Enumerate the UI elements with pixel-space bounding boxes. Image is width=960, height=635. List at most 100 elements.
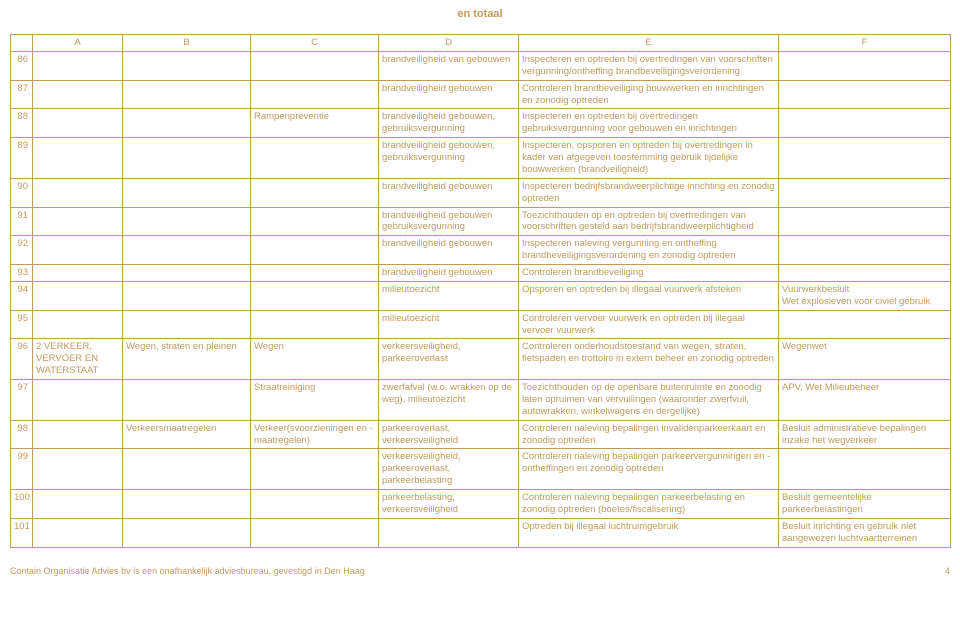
cell-a xyxy=(33,490,123,519)
cell-a xyxy=(33,420,123,449)
cell-c xyxy=(251,51,379,80)
row-number: 86 xyxy=(11,51,33,80)
footer-text: Contain Organisatie Advies bv is een ona… xyxy=(10,566,365,576)
cell-b xyxy=(123,51,251,80)
cell-e: Inspecteren en optreden bij overtredinge… xyxy=(519,109,779,138)
cell-d: verkeersveiligheid, parkeeroverlast xyxy=(379,339,519,380)
table-row: 86 brandveiligheid van gebouwenInspectere… xyxy=(11,51,951,80)
cell-e: Controleren naleving bepalingen parkeerb… xyxy=(519,490,779,519)
cell-e: Controleren onderhoudstoestand van wegen… xyxy=(519,339,779,380)
cell-f xyxy=(779,80,951,109)
cell-e: Controleren naleving bepalingen parkeerv… xyxy=(519,449,779,490)
row-number: 89 xyxy=(11,138,33,179)
cell-c xyxy=(251,80,379,109)
cell-a xyxy=(33,518,123,547)
table-body: 86brandveiligheid van gebouwenInspectere… xyxy=(11,51,951,547)
col-rownum xyxy=(11,35,33,52)
cell-e: Controleren brandbeveiliging xyxy=(519,265,779,282)
row-number: 100 xyxy=(11,490,33,519)
cell-d: brandveiligheid van gebouwen xyxy=(379,51,519,80)
cell-e: Inspecteren, opsporen en optreden bij ov… xyxy=(519,138,779,179)
cell-e: Toezichthouden op de openbare buitenruim… xyxy=(519,380,779,421)
cell-e: Inspecteren naleving vergunning en onthe… xyxy=(519,236,779,265)
cell-f xyxy=(779,449,951,490)
cell-b xyxy=(123,109,251,138)
row-number: 92 xyxy=(11,236,33,265)
row-number: 97 xyxy=(11,380,33,421)
cell-c xyxy=(251,138,379,179)
cell-c: Verkeer(svoorzieningen en -maatregelen) xyxy=(251,420,379,449)
page-number: 4 xyxy=(945,566,950,576)
cell-c xyxy=(251,207,379,236)
row-number: 95 xyxy=(11,310,33,339)
cell-c xyxy=(251,310,379,339)
cell-f xyxy=(779,51,951,80)
table-header: A B C D E F xyxy=(11,35,951,52)
cell-c xyxy=(251,449,379,490)
cell-c: Rampenpreventie xyxy=(251,109,379,138)
cell-b xyxy=(123,207,251,236)
cell-b xyxy=(123,80,251,109)
cell-d: brandveiligheid gebouwen, gebruiksvergun… xyxy=(379,109,519,138)
row-number: 96 xyxy=(11,339,33,380)
row-number: 88 xyxy=(11,109,33,138)
table-row: 93brandveiligheid gebouwenControleren br… xyxy=(11,265,951,282)
cell-d: brandveiligheid gebouwen, gebruiksvergun… xyxy=(379,138,519,179)
cell-b xyxy=(123,449,251,490)
cell-c: Wegen xyxy=(251,339,379,380)
table-row: 100parkeerbelasting, verkeersveiligheidC… xyxy=(11,490,951,519)
cell-d: brandveiligheid gebouwen xyxy=(379,178,519,207)
cell-b xyxy=(123,236,251,265)
cell-a xyxy=(33,281,123,310)
cell-f xyxy=(779,236,951,265)
table-row: 97 Straatreinigingzwerfafval (w.o. wrakke… xyxy=(11,380,951,421)
row-number: 90 xyxy=(11,178,33,207)
table-row: 99 verkeersveiligheid, parkeeroverlast, p… xyxy=(11,449,951,490)
table-row: 101Optreden bij illegaal luchtruimgebrui… xyxy=(11,518,951,547)
cell-f xyxy=(779,310,951,339)
cell-d: brandveiligheid gebouwen xyxy=(379,236,519,265)
col-f: F xyxy=(779,35,951,52)
cell-b xyxy=(123,490,251,519)
cell-b xyxy=(123,138,251,179)
row-number: 94 xyxy=(11,281,33,310)
data-table: A B C D E F 86 brandveiligheid van gebouw… xyxy=(10,34,951,548)
cell-a xyxy=(33,80,123,109)
page-footer: Contain Organisatie Advies bv is een ona… xyxy=(10,566,950,576)
cell-d: verkeersveiligheid, parkeeroverlast, par… xyxy=(379,449,519,490)
cell-f: Besluit gemeentelijke parkeerbelastingen xyxy=(779,490,951,519)
cell-f xyxy=(779,265,951,282)
cell-e: Controleren naleving bepalingen invalide… xyxy=(519,420,779,449)
table-row: 89 brandveiligheid gebouwen, gebruiksverg… xyxy=(11,138,951,179)
table-row: 98VerkeersmaatregelenVerkeer(svoorzienin… xyxy=(11,420,951,449)
col-a: A xyxy=(33,35,123,52)
cell-a xyxy=(33,236,123,265)
cell-d: brandveiligheid gebouwen xyxy=(379,265,519,282)
cell-d: zwerfafval (w.o. wrakken op de weg), mil… xyxy=(379,380,519,421)
cell-a xyxy=(33,265,123,282)
cell-c xyxy=(251,265,379,282)
cell-c xyxy=(251,178,379,207)
cell-a xyxy=(33,380,123,421)
table-row: 90 brandveiligheid gebouwenInspecteren be… xyxy=(11,178,951,207)
cell-b xyxy=(123,310,251,339)
cell-d: milieutoezicht xyxy=(379,310,519,339)
cell-a xyxy=(33,51,123,80)
cell-e: Opsporen en optreden bij illegaal vuurwe… xyxy=(519,281,779,310)
cell-f xyxy=(779,109,951,138)
cell-c: Straatreiniging xyxy=(251,380,379,421)
cell-b xyxy=(123,178,251,207)
cell-e: Inspecteren bedrijfsbrandweerplichtige i… xyxy=(519,178,779,207)
cell-f: VuurwerkbesluitWet explosieven voor civi… xyxy=(779,281,951,310)
table-row: 95milieutoezichtControleren vervoer vuur… xyxy=(11,310,951,339)
cell-f: Besluit administratieve bepalingen inzak… xyxy=(779,420,951,449)
cell-f: Wegenwet xyxy=(779,339,951,380)
cell-e: Optreden bij illegaal luchtruimgebruik xyxy=(519,518,779,547)
row-number: 99 xyxy=(11,449,33,490)
col-c: C xyxy=(251,35,379,52)
cell-c xyxy=(251,518,379,547)
cell-d: brandveiligheid gebouwen gebruiksvergunn… xyxy=(379,207,519,236)
cell-e: Inspecteren en optreden bij overtredinge… xyxy=(519,51,779,80)
cell-a xyxy=(33,178,123,207)
cell-b: Verkeersmaatregelen xyxy=(123,420,251,449)
